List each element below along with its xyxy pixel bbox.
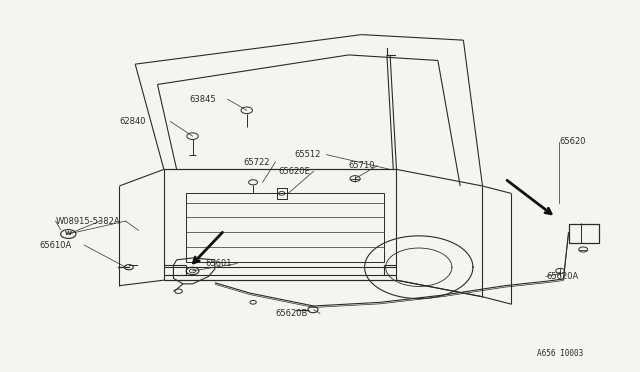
Text: 65610A: 65610A	[40, 241, 72, 250]
Text: 65620A: 65620A	[546, 272, 579, 281]
Text: 65710: 65710	[349, 161, 375, 170]
Text: 65722: 65722	[244, 157, 270, 167]
Text: 63845: 63845	[189, 95, 216, 104]
Text: 62840: 62840	[119, 117, 146, 126]
Text: 65512: 65512	[294, 150, 321, 159]
Text: W08915-5382A: W08915-5382A	[56, 217, 120, 225]
Text: W: W	[65, 231, 72, 237]
Text: 65620B: 65620B	[275, 309, 308, 318]
Text: 65601: 65601	[205, 259, 232, 268]
Text: 65620E: 65620E	[278, 167, 310, 176]
Text: A656 I0003: A656 I0003	[537, 350, 583, 359]
Text: 65620: 65620	[559, 137, 586, 146]
